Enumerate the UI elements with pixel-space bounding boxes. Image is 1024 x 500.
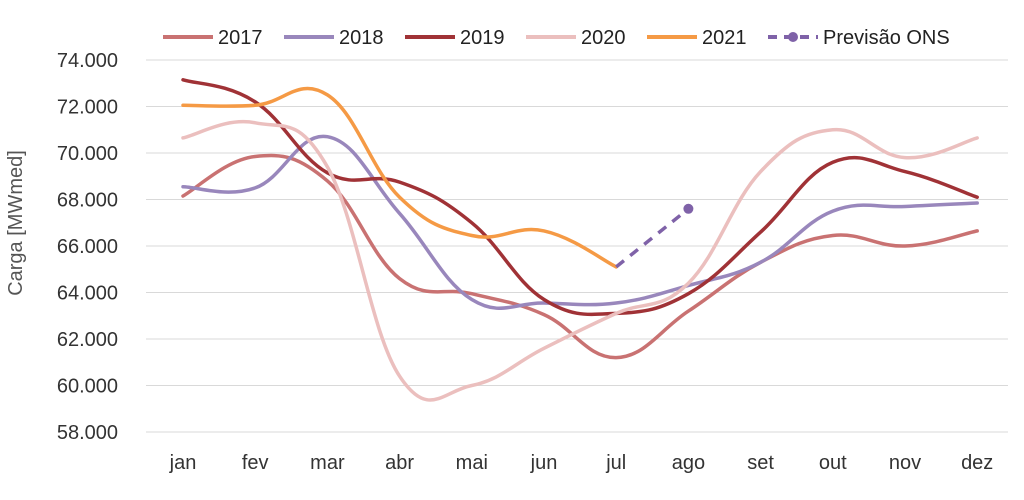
series-line-2018 bbox=[181, 134, 979, 311]
legend-label: 2017 bbox=[218, 27, 263, 49]
x-tick-label: abr bbox=[385, 452, 414, 474]
x-tick-label: ago bbox=[672, 452, 705, 474]
x-tick-label: jul bbox=[605, 452, 626, 474]
y-axis-ticks: 58.000 60.000 62.000 64.000 66.000 68.000 70.0… bbox=[57, 50, 118, 444]
series-line-2020 bbox=[181, 119, 979, 402]
y-tick-label: 64.000 bbox=[57, 283, 118, 305]
legend-label: 2018 bbox=[339, 27, 384, 49]
legend-label: 2021 bbox=[702, 27, 747, 49]
x-tick-label: mar bbox=[310, 452, 345, 474]
x-tick-label: jan bbox=[169, 452, 197, 474]
series-end-marker bbox=[683, 203, 694, 214]
legend-entry: 2021 bbox=[647, 27, 747, 49]
y-tick-label: 70.000 bbox=[57, 143, 118, 165]
series-line-2019 bbox=[181, 78, 979, 317]
legend-label: Previsão ONS bbox=[823, 27, 950, 49]
x-tick-label: dez bbox=[961, 452, 993, 474]
legend-marker bbox=[788, 32, 798, 42]
legend-entry: 2019 bbox=[405, 27, 505, 49]
x-axis-ticks: jan fev mar abr mai jun jul ago set out nov dez bbox=[169, 452, 994, 474]
legend-label: 2020 bbox=[581, 27, 626, 49]
legend-entry: 2020 bbox=[526, 27, 626, 49]
series-lines bbox=[181, 78, 979, 402]
y-axis-title: Carga [MWmed] bbox=[5, 150, 27, 296]
series-line-previs-o-ons bbox=[615, 207, 690, 269]
x-tick-label: out bbox=[819, 452, 847, 474]
y-tick-label: 68.000 bbox=[57, 190, 118, 212]
y-tick-label: 74.000 bbox=[57, 50, 118, 72]
x-tick-label: fev bbox=[242, 452, 269, 474]
x-tick-label: set bbox=[747, 452, 774, 474]
legend-entry: 2017 bbox=[163, 27, 263, 49]
y-tick-label: 66.000 bbox=[57, 236, 118, 258]
x-tick-label: jun bbox=[530, 452, 558, 474]
legend-entry: 2018 bbox=[284, 27, 384, 49]
gridlines bbox=[146, 59, 1008, 433]
x-tick-label: mai bbox=[456, 452, 488, 474]
series-line-2017 bbox=[181, 153, 979, 360]
legend-entry: Previsão ONS bbox=[768, 27, 950, 49]
series-line-2021 bbox=[181, 86, 618, 269]
y-tick-label: 60.000 bbox=[57, 376, 118, 398]
y-tick-label: 72.000 bbox=[57, 97, 118, 119]
legend: 2017 2018 2019 2020 2021 Previsão ONS bbox=[163, 27, 950, 49]
y-tick-label: 62.000 bbox=[57, 329, 118, 351]
y-tick-label: 58.000 bbox=[57, 422, 118, 444]
x-tick-label: nov bbox=[889, 452, 921, 474]
legend-label: 2019 bbox=[460, 27, 505, 49]
